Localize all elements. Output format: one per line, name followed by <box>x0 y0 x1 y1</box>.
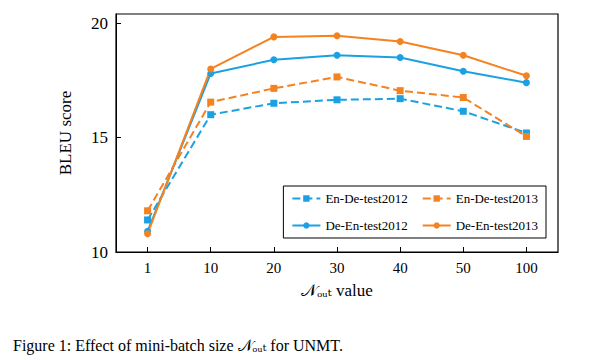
svg-text:40: 40 <box>393 260 408 276</box>
svg-text:En-De-test2012: En-De-test2012 <box>325 191 407 206</box>
svg-text:Figure 1: Effect of mini-batch: Figure 1: Effect of mini-batch size 𝒩ₒᵤₜ… <box>13 337 343 355</box>
svg-text:En-De-test2013: En-De-test2013 <box>456 191 538 206</box>
svg-text:20: 20 <box>91 14 108 33</box>
svg-text:𝒩ₒᵤₜ value: 𝒩ₒᵤₜ value <box>301 281 373 300</box>
svg-text:20: 20 <box>266 260 281 276</box>
svg-text:1: 1 <box>144 260 152 276</box>
svg-text:De-En-test2012: De-En-test2012 <box>325 218 407 233</box>
svg-text:15: 15 <box>91 128 108 147</box>
svg-text:100: 100 <box>515 260 538 276</box>
svg-text:50: 50 <box>456 260 471 276</box>
svg-text:BLEU score: BLEU score <box>56 91 75 176</box>
svg-text:10: 10 <box>203 260 218 276</box>
svg-text:10: 10 <box>91 243 108 262</box>
svg-text:De-En-test2013: De-En-test2013 <box>456 218 538 233</box>
svg-text:30: 30 <box>330 260 345 276</box>
